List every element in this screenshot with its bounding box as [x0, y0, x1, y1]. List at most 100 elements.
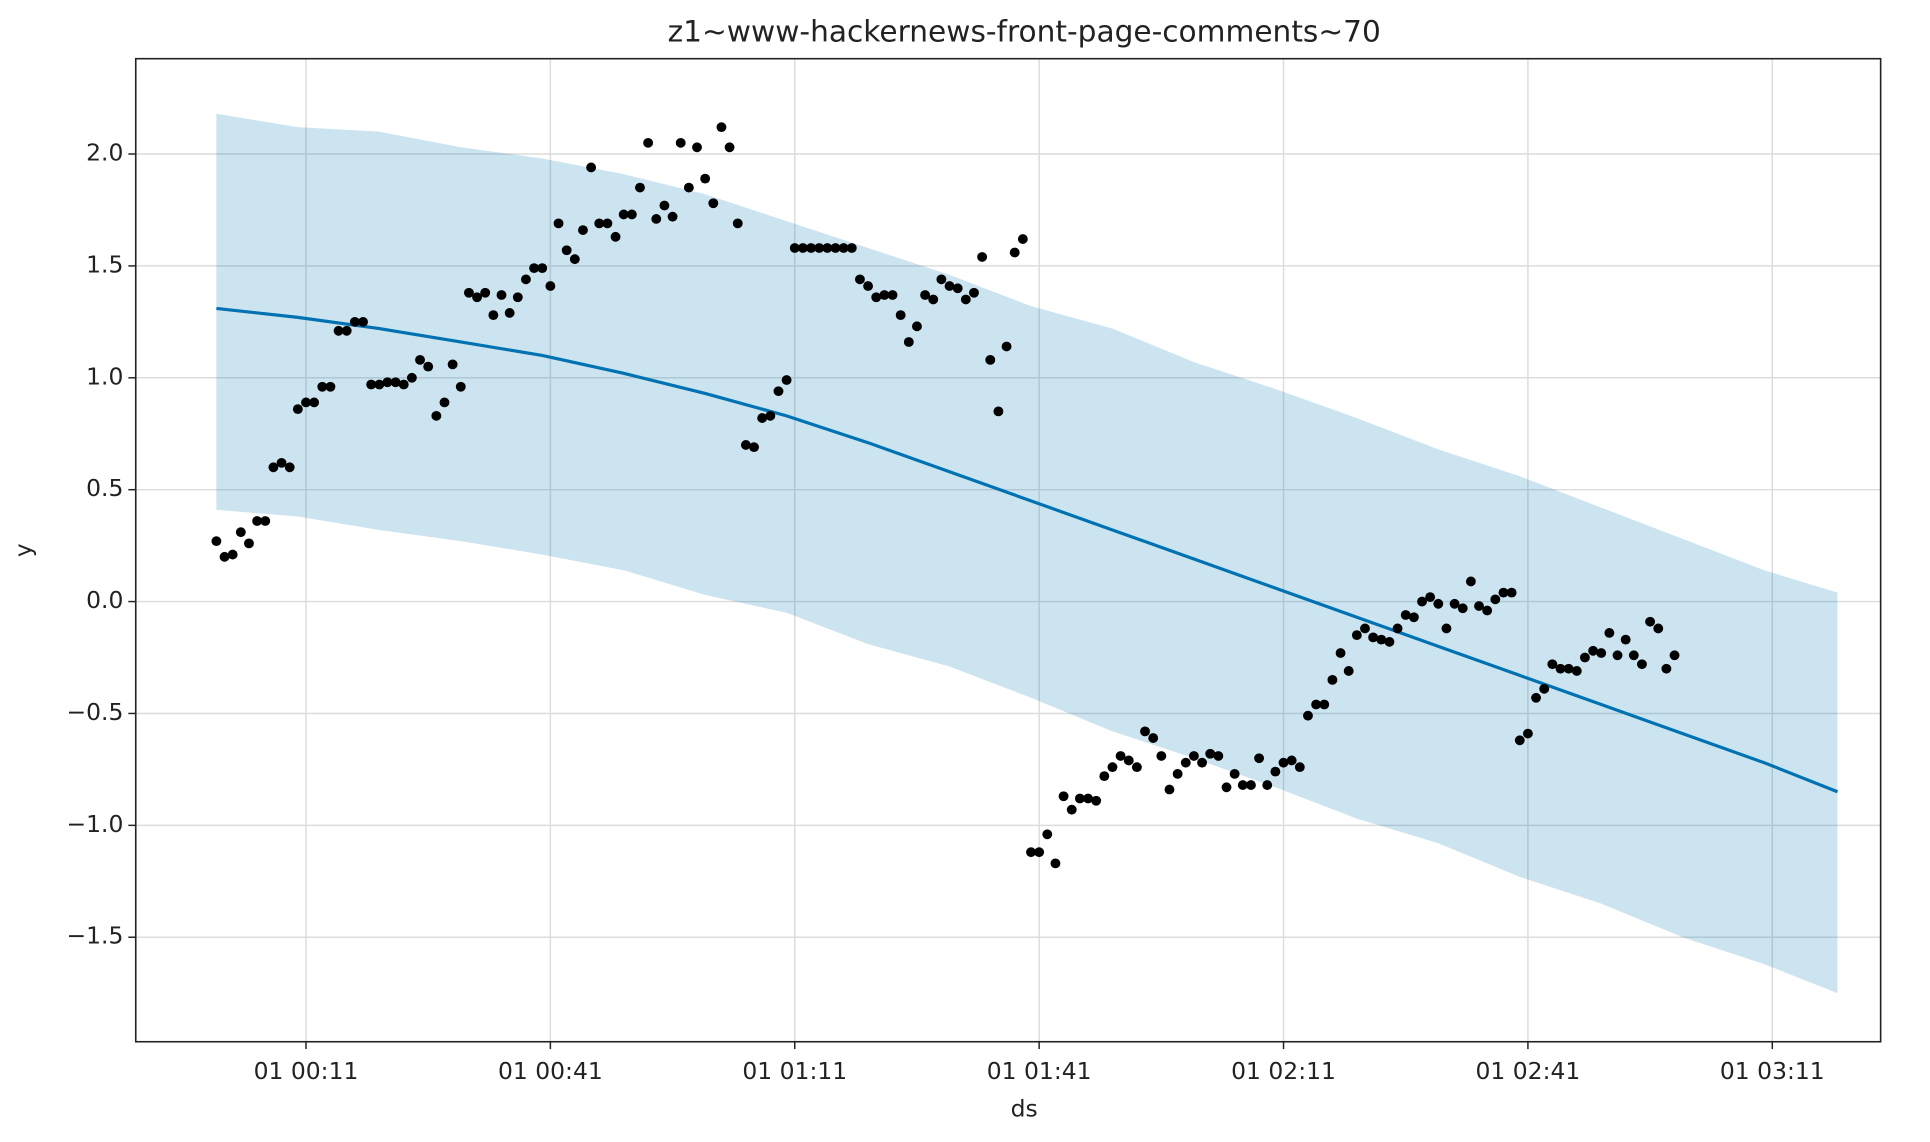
data-point — [1547, 659, 1558, 670]
data-point — [1343, 666, 1354, 676]
data-point — [1303, 710, 1313, 721]
data-point — [757, 413, 768, 423]
data-point — [561, 245, 572, 256]
data-point — [1221, 782, 1232, 793]
data-point — [1669, 650, 1680, 661]
x-tick-label: 01 01:41 — [987, 1057, 1092, 1085]
data-point — [349, 316, 360, 327]
data-point — [235, 527, 246, 538]
data-point — [1091, 795, 1102, 806]
data-point — [643, 137, 654, 148]
data-point — [537, 263, 548, 274]
data-point — [1596, 648, 1607, 658]
data-point — [1408, 612, 1419, 623]
data-point — [1522, 728, 1533, 739]
data-point — [1017, 234, 1028, 244]
data-point — [1360, 623, 1370, 634]
data-point — [1294, 762, 1305, 773]
data-point — [382, 377, 393, 388]
data-point — [1034, 847, 1045, 858]
data-point — [952, 283, 963, 294]
data-point — [341, 325, 352, 336]
data-point — [1107, 762, 1118, 773]
data-point — [1645, 616, 1656, 627]
y-tick-label: −1.0 — [66, 810, 123, 838]
data-point — [325, 381, 336, 392]
data-point — [1286, 755, 1297, 766]
data-point — [1571, 666, 1582, 676]
data-point — [415, 355, 425, 365]
data-point — [716, 122, 727, 133]
data-point — [635, 182, 645, 193]
data-point — [1400, 610, 1411, 620]
data-point — [838, 243, 849, 253]
data-point — [594, 218, 605, 229]
data-point — [692, 142, 702, 153]
data-point — [1417, 596, 1427, 607]
data-point — [211, 536, 222, 547]
data-point — [936, 274, 947, 285]
data-point — [846, 243, 857, 253]
data-point — [317, 381, 328, 392]
data-point — [1262, 780, 1273, 790]
data-point — [1270, 766, 1281, 777]
data-point — [1482, 605, 1493, 616]
data-point — [1637, 659, 1647, 670]
data-point — [928, 294, 939, 305]
data-point — [578, 225, 588, 235]
data-point — [1376, 634, 1387, 645]
data-point — [374, 379, 385, 390]
axes-frame — [134, 57, 1882, 1043]
data-point — [1588, 645, 1599, 656]
y-tick-label: −1.5 — [66, 922, 123, 950]
y-tick-label: 0.5 — [86, 474, 123, 502]
data-point — [244, 538, 254, 549]
data-point — [797, 243, 808, 253]
data-point — [406, 372, 417, 383]
data-point — [504, 308, 515, 318]
data-point — [1197, 757, 1208, 768]
data-point — [1457, 603, 1468, 614]
data-point — [1506, 587, 1517, 598]
data-point — [920, 290, 931, 300]
data-point — [366, 379, 377, 390]
data-point — [1278, 757, 1289, 768]
data-point — [610, 231, 621, 242]
data-point — [960, 294, 971, 305]
data-point — [1384, 636, 1395, 647]
data-point — [749, 442, 759, 453]
data-point — [903, 337, 914, 347]
uncertainty-band — [216, 113, 1838, 994]
data-point — [431, 410, 442, 421]
data-point — [423, 361, 434, 372]
data-point — [1188, 751, 1199, 761]
data-point — [227, 549, 238, 560]
data-point — [985, 355, 996, 365]
data-point — [1237, 780, 1248, 790]
data-point — [626, 209, 637, 220]
data-point — [260, 516, 271, 526]
data-point — [1148, 733, 1159, 743]
data-point — [1180, 757, 1191, 768]
data-point — [569, 254, 580, 265]
data-point — [1555, 663, 1566, 674]
y-tick-label: 0.0 — [86, 586, 123, 614]
data-point — [439, 397, 450, 408]
data-point — [512, 292, 523, 303]
data-point — [1368, 632, 1379, 643]
data-point — [993, 406, 1004, 417]
data-point — [683, 182, 694, 193]
data-point — [1042, 829, 1053, 840]
data-point — [1229, 768, 1240, 779]
data-point — [268, 462, 279, 473]
data-point — [1335, 648, 1346, 658]
x-tick-label: 01 00:41 — [498, 1057, 603, 1085]
data-point — [1156, 751, 1167, 761]
data-point — [252, 516, 263, 526]
data-point — [496, 290, 507, 300]
data-point — [1115, 751, 1126, 761]
data-point — [879, 290, 890, 300]
data-point — [309, 397, 320, 408]
